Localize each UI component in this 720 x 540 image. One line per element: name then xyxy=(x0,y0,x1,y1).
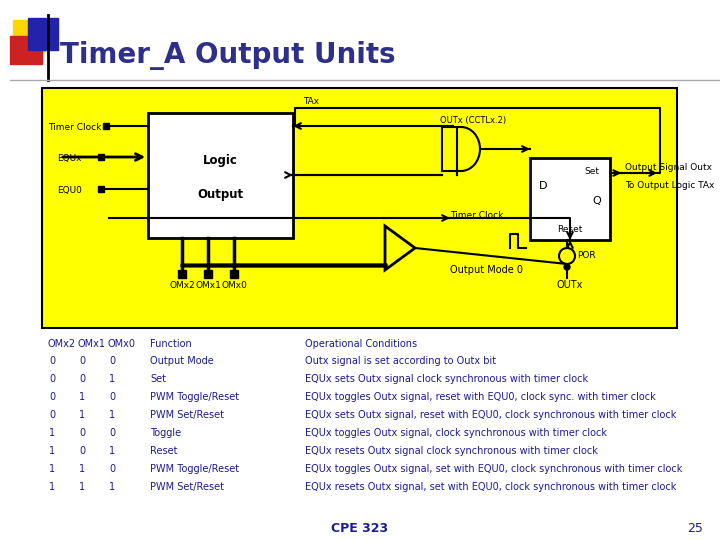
Text: Logic: Logic xyxy=(203,154,238,167)
Text: 1: 1 xyxy=(79,482,85,492)
Text: Output Mode: Output Mode xyxy=(150,356,214,366)
Text: EQUx resets Outx signal clock synchronous with timer clock: EQUx resets Outx signal clock synchronou… xyxy=(305,446,598,456)
Bar xyxy=(10,36,42,64)
Text: 1: 1 xyxy=(79,464,85,474)
Text: TAx: TAx xyxy=(303,98,319,106)
Text: Output Signal Outx: Output Signal Outx xyxy=(625,164,712,172)
Text: 1: 1 xyxy=(109,410,115,420)
Text: 0: 0 xyxy=(109,464,115,474)
Bar xyxy=(98,154,104,160)
Text: Toggle: Toggle xyxy=(150,428,181,438)
Text: PWM Toggle/Reset: PWM Toggle/Reset xyxy=(150,464,239,474)
Text: 0: 0 xyxy=(109,392,115,402)
Text: OMx1: OMx1 xyxy=(195,280,221,289)
Text: 1: 1 xyxy=(109,446,115,456)
Text: POR: POR xyxy=(577,252,595,260)
Text: Operational Conditions: Operational Conditions xyxy=(305,339,417,349)
Text: 1: 1 xyxy=(49,446,55,456)
Bar xyxy=(204,270,212,278)
Text: 0: 0 xyxy=(79,356,85,366)
Text: 1: 1 xyxy=(109,482,115,492)
Text: Output: Output xyxy=(197,188,243,201)
Text: EQUx sets Outx signal clock synchronous with timer clock: EQUx sets Outx signal clock synchronous … xyxy=(305,374,588,384)
Text: EQUx resets Outx signal, set with EQU0, clock synchronous with timer clock: EQUx resets Outx signal, set with EQU0, … xyxy=(305,482,676,492)
Text: 0: 0 xyxy=(49,410,55,420)
Text: PWM Set/Reset: PWM Set/Reset xyxy=(150,482,224,492)
Text: 1: 1 xyxy=(109,374,115,384)
Text: PWM Toggle/Reset: PWM Toggle/Reset xyxy=(150,392,239,402)
Text: 1: 1 xyxy=(79,392,85,402)
Text: 0: 0 xyxy=(49,392,55,402)
Text: D: D xyxy=(539,181,547,191)
Text: EQUx sets Outx signal, reset with EQU0, clock synchronous with timer clock: EQUx sets Outx signal, reset with EQU0, … xyxy=(305,410,676,420)
Text: Set: Set xyxy=(150,374,166,384)
Text: 1: 1 xyxy=(49,464,55,474)
Bar xyxy=(42,88,677,328)
Text: 0: 0 xyxy=(49,356,55,366)
Text: EQUx toggles Outx signal, set with EQU0, clock synchronous with timer clock: EQUx toggles Outx signal, set with EQU0,… xyxy=(305,464,683,474)
Text: EQUx toggles Outx signal, reset with EQU0, clock sync. with timer clock: EQUx toggles Outx signal, reset with EQU… xyxy=(305,392,656,402)
Bar xyxy=(13,20,45,52)
Bar xyxy=(28,18,58,50)
Text: EQUx: EQUx xyxy=(57,153,81,163)
Text: OMx2: OMx2 xyxy=(169,280,195,289)
Text: OMx1: OMx1 xyxy=(78,339,106,349)
Text: 0: 0 xyxy=(79,374,85,384)
Text: OMx0: OMx0 xyxy=(221,280,247,289)
Text: 1: 1 xyxy=(79,410,85,420)
Text: 0: 0 xyxy=(109,356,115,366)
Bar xyxy=(98,186,104,192)
Text: Q: Q xyxy=(593,196,601,206)
Bar xyxy=(148,113,293,238)
Text: OMx0: OMx0 xyxy=(108,339,136,349)
Text: 0: 0 xyxy=(109,428,115,438)
Text: OUTx (CCTLx.2): OUTx (CCTLx.2) xyxy=(440,116,506,125)
Text: Timer Clock: Timer Clock xyxy=(450,211,503,219)
Text: Reset: Reset xyxy=(150,446,178,456)
Text: Outx signal is set according to Outx bit: Outx signal is set according to Outx bit xyxy=(305,356,496,366)
Text: Function: Function xyxy=(150,339,192,349)
Text: CPE 323: CPE 323 xyxy=(331,522,389,535)
Text: 0: 0 xyxy=(79,428,85,438)
Text: EQUx toggles Outx signal, clock synchronous with timer clock: EQUx toggles Outx signal, clock synchron… xyxy=(305,428,607,438)
Circle shape xyxy=(564,264,570,270)
Bar xyxy=(103,123,109,129)
Text: PWM Set/Reset: PWM Set/Reset xyxy=(150,410,224,420)
Text: OMx2: OMx2 xyxy=(48,339,76,349)
Bar xyxy=(230,270,238,278)
Text: 25: 25 xyxy=(687,522,703,535)
Bar xyxy=(530,158,610,240)
Text: EQU0: EQU0 xyxy=(57,186,82,194)
Text: Timer_A Output Units: Timer_A Output Units xyxy=(60,40,395,70)
Text: Timer Clock: Timer Clock xyxy=(48,123,102,132)
Text: 1: 1 xyxy=(49,428,55,438)
Text: Output Mode 0: Output Mode 0 xyxy=(450,265,523,275)
Text: 0: 0 xyxy=(49,374,55,384)
Text: OUTx: OUTx xyxy=(557,280,583,290)
Text: 0: 0 xyxy=(79,446,85,456)
Bar xyxy=(178,270,186,278)
Text: Reset: Reset xyxy=(557,226,582,234)
Text: Set: Set xyxy=(585,167,600,177)
Text: 1: 1 xyxy=(49,482,55,492)
Text: To Output Logic TAx: To Output Logic TAx xyxy=(625,180,714,190)
